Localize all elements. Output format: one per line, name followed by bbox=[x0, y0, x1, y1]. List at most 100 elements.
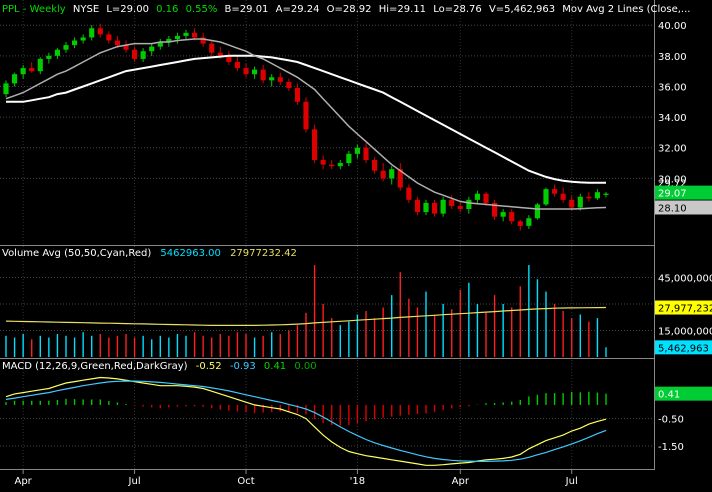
chart-header: PPL - Weekly NYSE L=29.00 0.16 0.55% B=2… bbox=[2, 4, 690, 15]
price-value-badge: 29.72 bbox=[658, 179, 687, 190]
moving-average-fast-line bbox=[5, 38, 607, 210]
candle-body bbox=[483, 193, 489, 203]
price-tick-label: 34.00 bbox=[658, 113, 687, 124]
candle-body bbox=[183, 32, 189, 36]
candle-body bbox=[474, 193, 480, 200]
candle-body bbox=[157, 42, 163, 47]
time-tick-label: Oct bbox=[237, 476, 254, 487]
volume-header: Volume Avg (50,50,Cyan,Red) 5462963.00 2… bbox=[2, 248, 297, 259]
candle-body bbox=[406, 187, 412, 200]
candle-body bbox=[12, 74, 18, 84]
candle-body bbox=[140, 51, 146, 59]
ask-price: A=29.24 bbox=[276, 4, 320, 15]
candle-body bbox=[243, 68, 249, 75]
candle-body bbox=[603, 193, 609, 195]
candle-body bbox=[286, 81, 292, 88]
candle-body bbox=[312, 129, 318, 160]
candle-body bbox=[560, 193, 566, 200]
candle-body bbox=[192, 32, 198, 38]
candle-body bbox=[20, 68, 26, 75]
macd-value-badge: 0.41 bbox=[658, 390, 680, 401]
macd-value-1: -0.52 bbox=[196, 361, 222, 372]
candle-body bbox=[457, 205, 463, 210]
candle-body bbox=[149, 46, 155, 52]
candle-body bbox=[97, 28, 103, 35]
macd-value-4: 0.00 bbox=[294, 361, 316, 372]
macd-panel[interactable] bbox=[0, 359, 654, 469]
macd-histogram bbox=[5, 391, 607, 426]
volume-bars bbox=[5, 265, 607, 357]
volume-value-2: 27977232.42 bbox=[230, 248, 297, 259]
volume-value-badge: 27,977,232 bbox=[658, 304, 712, 315]
candle-body bbox=[509, 212, 515, 222]
candle-body bbox=[329, 164, 335, 167]
macd-tick-label: -0.50 bbox=[658, 415, 684, 426]
macd-header: MACD (12,26,9,Green,Red,DarkGray) -0.52 … bbox=[2, 361, 317, 372]
candle-body bbox=[569, 199, 575, 208]
candle-body bbox=[500, 212, 506, 217]
volume-value-badge: 5,462,963 bbox=[658, 343, 709, 354]
candle-body bbox=[466, 199, 472, 210]
moving-average-slow-line bbox=[6, 54, 606, 184]
candle-body bbox=[294, 88, 300, 102]
candle-body bbox=[303, 101, 309, 130]
candle-body bbox=[63, 45, 69, 50]
time-tick-label: '18 bbox=[350, 476, 365, 487]
candle-body bbox=[346, 153, 352, 164]
volume-value-1: 5462963.00 bbox=[160, 248, 220, 259]
candle-body bbox=[432, 202, 438, 214]
candle-body bbox=[106, 34, 112, 41]
candle-body bbox=[423, 202, 429, 213]
study-label: Mov Avg 2 Lines (Close,... bbox=[562, 4, 690, 15]
high-price: Hi=29.11 bbox=[379, 4, 426, 15]
change-value: 0.16 bbox=[156, 4, 178, 15]
price-tick-label: 30.00 bbox=[658, 174, 687, 185]
candle-body bbox=[320, 160, 326, 165]
candlesticks bbox=[3, 23, 609, 231]
candle-body bbox=[217, 52, 223, 56]
price-value-badge-bg bbox=[655, 185, 712, 200]
macd-signal-line bbox=[5, 380, 607, 462]
macd-tick-label: -1.50 bbox=[658, 442, 684, 453]
candle-body bbox=[132, 49, 138, 59]
candle-body bbox=[29, 68, 35, 72]
volume-value-badge-bg bbox=[655, 300, 712, 315]
candle-body bbox=[174, 35, 180, 39]
volume-average-line bbox=[5, 306, 607, 326]
macd-line bbox=[5, 376, 607, 466]
volume-title: Volume Avg (50,50,Cyan,Red) bbox=[2, 248, 151, 259]
price-tick-label: 40.00 bbox=[658, 21, 687, 32]
candle-body bbox=[577, 196, 583, 208]
candle-body bbox=[594, 192, 600, 199]
time-tick-label: Apr bbox=[14, 476, 32, 487]
candle-body bbox=[492, 202, 498, 217]
candle-body bbox=[363, 147, 369, 160]
candle-body bbox=[123, 45, 129, 50]
candle-body bbox=[37, 58, 43, 72]
candle-body bbox=[552, 189, 558, 194]
bid-price: B=29.01 bbox=[225, 4, 269, 15]
time-tick-label: Apr bbox=[452, 476, 470, 487]
macd-title: MACD (12,26,9,Green,Red,DarkGray) bbox=[2, 361, 188, 372]
candle-body bbox=[380, 170, 386, 179]
volume-panel[interactable] bbox=[0, 246, 654, 358]
candle-body bbox=[72, 40, 78, 46]
macd-value-3: 0.41 bbox=[264, 361, 286, 372]
candle-body bbox=[166, 38, 172, 43]
candle-body bbox=[80, 37, 86, 41]
candle-body bbox=[234, 61, 240, 69]
candle-body bbox=[372, 160, 378, 171]
candle-body bbox=[397, 169, 403, 188]
indicator-lines bbox=[5, 38, 607, 466]
volume-value-badge-bg bbox=[655, 340, 712, 355]
candle-body bbox=[114, 40, 120, 46]
candle-body bbox=[449, 199, 455, 206]
time-axis[interactable]: Apr Jul Oct '18 Apr Jul bbox=[14, 470, 578, 487]
candle-body bbox=[226, 55, 232, 62]
volume-tick-label: 15,000,000 bbox=[658, 326, 712, 337]
candle-body bbox=[3, 83, 9, 95]
candle-body bbox=[54, 49, 60, 56]
